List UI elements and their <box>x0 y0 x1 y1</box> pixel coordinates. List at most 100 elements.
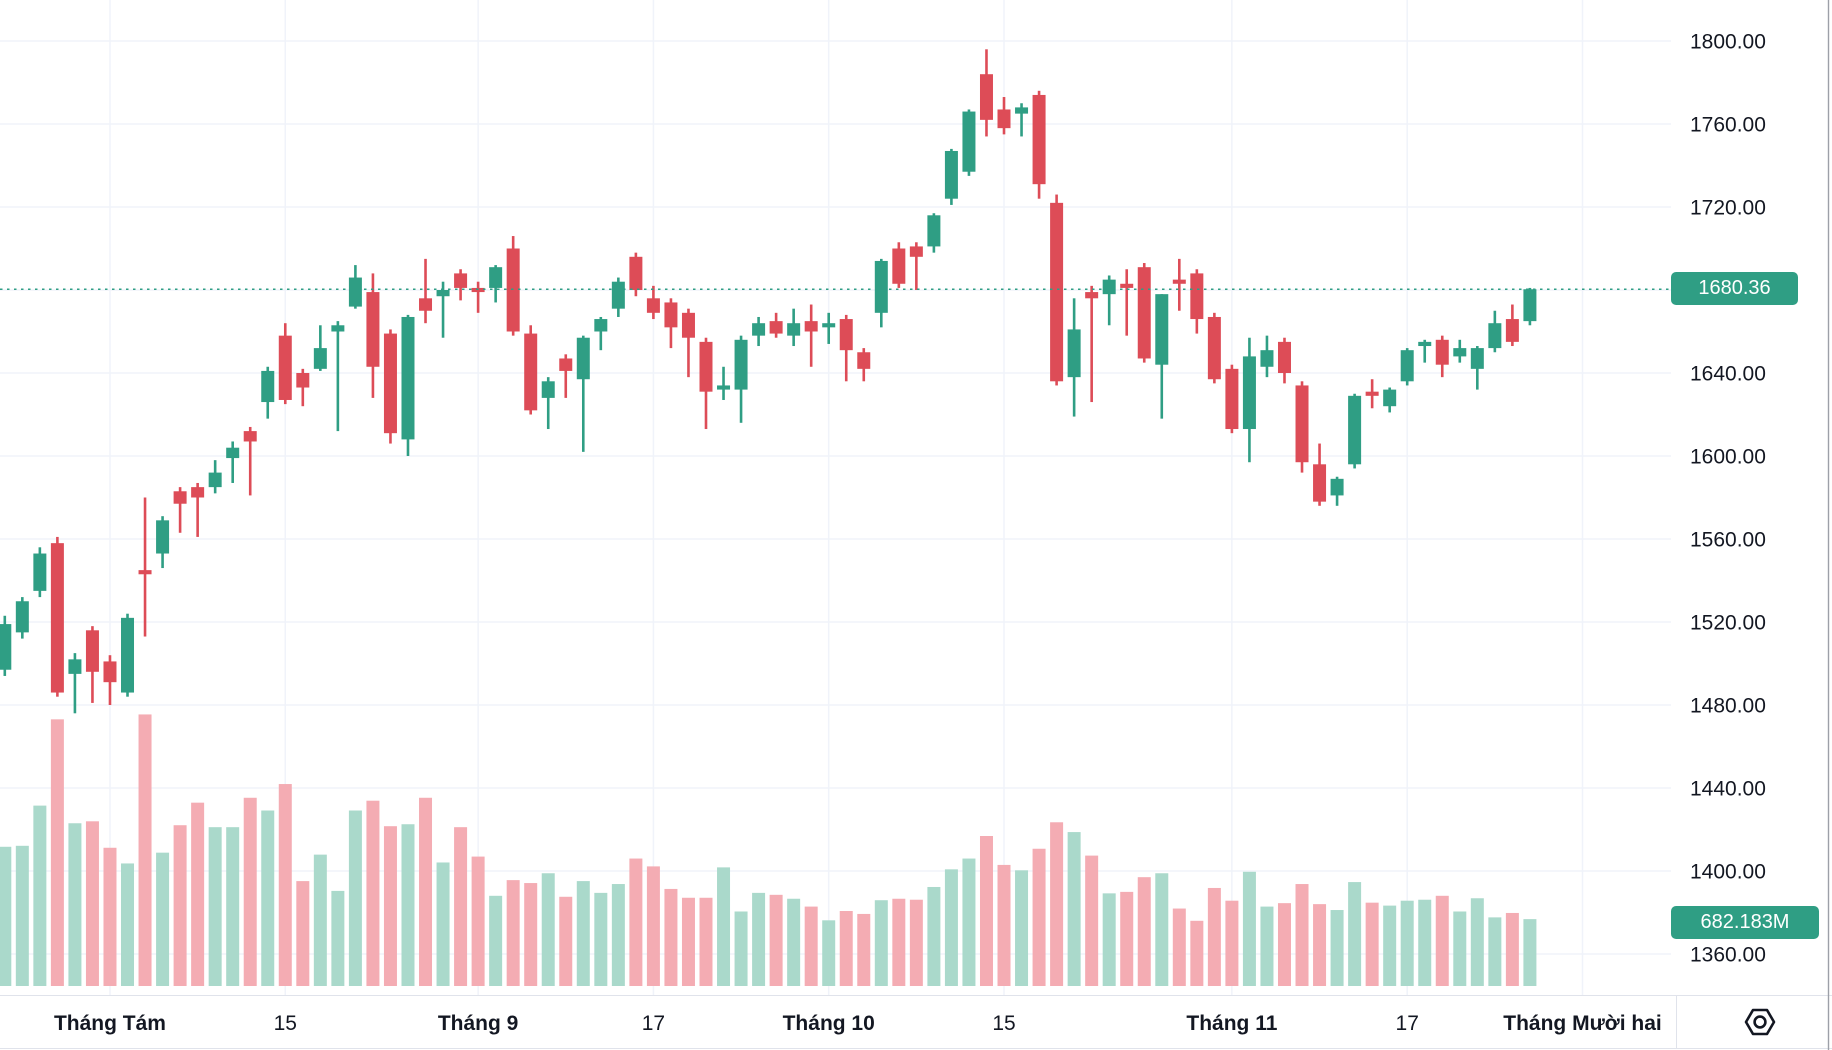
candle-wick <box>196 482 199 537</box>
volume-bar <box>1505 912 1519 986</box>
volume-bar <box>1102 893 1116 986</box>
candle-body <box>383 333 397 434</box>
candle-body <box>1120 283 1134 288</box>
candle-body <box>1242 356 1256 430</box>
candle-body <box>1330 478 1344 496</box>
candle-wick <box>73 653 77 714</box>
candle-wick <box>915 242 918 290</box>
volume-bar <box>1330 910 1344 986</box>
candle-body <box>664 302 678 328</box>
volume-bar <box>752 892 766 986</box>
candle-body <box>1277 341 1291 373</box>
candle-body <box>419 298 433 311</box>
candle-body <box>857 352 871 369</box>
candle-body <box>191 487 205 498</box>
candle-body <box>489 267 503 288</box>
candle-body <box>629 256 643 290</box>
candle-wick <box>336 321 340 432</box>
candle-body <box>226 447 240 459</box>
price-tick-label: 1560.00 <box>1690 528 1766 551</box>
candle-body <box>1050 202 1064 382</box>
candle-body <box>909 246 923 257</box>
volume-bar <box>874 900 888 986</box>
candle-wick <box>1107 275 1111 326</box>
volume-bar <box>471 856 485 986</box>
candle-body <box>313 348 327 369</box>
volume-bar <box>962 858 976 986</box>
candle-body <box>839 319 853 351</box>
time-axis[interactable]: Tháng Tám 15 Tháng 9 17 Tháng 10 15 Tháng 11 17… <box>54 1012 1662 1035</box>
volume-bar <box>1277 903 1291 986</box>
time-tick-label: 17 <box>1396 1012 1419 1035</box>
candle-wick <box>1423 339 1427 363</box>
volume-bar <box>401 824 415 986</box>
volume-bar <box>909 899 923 986</box>
candle-body <box>1418 341 1432 347</box>
candle-body <box>979 74 993 120</box>
volume-bar <box>138 714 152 986</box>
volume-bar <box>50 719 64 986</box>
volume-bar <box>33 805 47 986</box>
price-tick-label: 1400.00 <box>1690 860 1766 883</box>
settings-icon[interactable] <box>1743 1004 1777 1040</box>
candle-body <box>348 277 362 307</box>
volume-bar <box>769 894 783 986</box>
candle-body <box>85 630 99 672</box>
candle-body <box>1015 107 1029 114</box>
candle-body <box>331 325 345 332</box>
volume-bar <box>383 826 397 986</box>
candle-body <box>874 260 888 313</box>
candle-body <box>436 290 450 297</box>
volume-bar <box>313 854 327 986</box>
candle-wick <box>424 258 427 324</box>
volume-bar <box>1295 884 1309 986</box>
candle-wick <box>319 325 322 371</box>
candle-wick <box>1020 103 1023 137</box>
volume-bar <box>681 897 695 986</box>
volume-bar <box>1225 900 1239 986</box>
volume-bar <box>699 897 713 986</box>
volume-bar <box>997 864 1011 986</box>
volume-bar <box>103 847 117 986</box>
volume-bar <box>646 866 660 986</box>
candle-wick <box>1125 269 1129 336</box>
candle-body <box>734 339 748 390</box>
candle-wick <box>722 366 725 400</box>
candle-body <box>1488 323 1502 349</box>
candle-body <box>1365 391 1379 396</box>
time-tick-label: Tháng 10 <box>783 1012 875 1035</box>
volume-bar <box>15 845 29 986</box>
price-tick-label: 1480.00 <box>1690 694 1766 717</box>
volume-bar <box>1032 848 1046 986</box>
axis-corner-cell <box>1676 996 1829 1048</box>
volume-bar <box>1207 887 1221 986</box>
candle-wick <box>248 426 252 496</box>
candle-body <box>892 248 906 284</box>
volume-bar <box>1015 870 1029 986</box>
volume-bar <box>1260 906 1274 986</box>
price-tick-label: 1720.00 <box>1690 196 1766 219</box>
candle-body <box>296 373 310 388</box>
volume-bar <box>454 827 468 986</box>
volume-bar <box>261 810 275 986</box>
candle-body <box>1348 395 1362 465</box>
volume-bar <box>156 852 170 986</box>
volume-bar <box>717 867 731 986</box>
candle-body <box>1313 464 1327 502</box>
candle-body <box>1383 389 1397 407</box>
candle-wick <box>1178 258 1181 311</box>
candle-body <box>576 337 590 380</box>
candle-wick <box>564 354 568 398</box>
volume-bar <box>0 846 12 986</box>
volume-bar <box>524 883 538 986</box>
candle-body <box>927 215 941 247</box>
candle-body <box>0 624 12 670</box>
candle-body <box>1260 350 1274 367</box>
candle-body <box>1295 385 1309 463</box>
volume-bar <box>734 911 748 986</box>
volume-bar <box>1365 902 1379 986</box>
price-axis[interactable]: 1800.00 1760.00 1720.00 1640.00 1600.00 1560.… <box>1690 30 1766 966</box>
candle-body <box>1453 348 1467 357</box>
